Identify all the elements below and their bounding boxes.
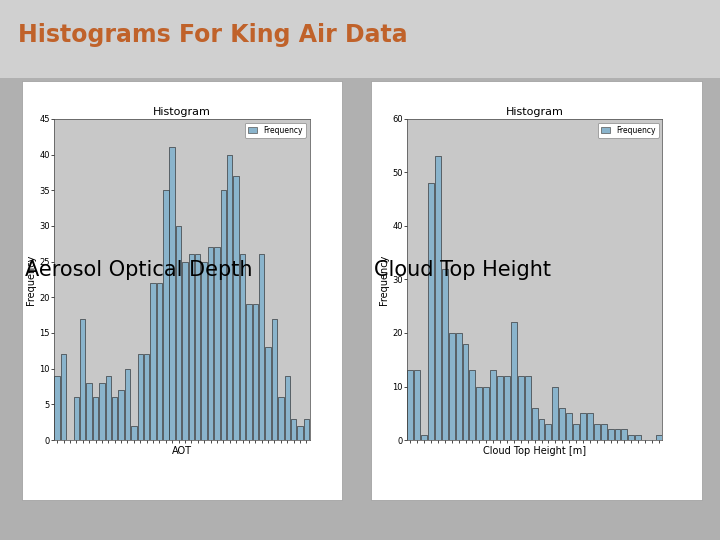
Bar (195, 254, 200, 440)
Bar (259, 254, 264, 440)
Bar (304, 418, 309, 440)
Bar (414, 370, 420, 440)
Bar (525, 376, 531, 440)
Bar (435, 156, 441, 440)
Bar (163, 190, 168, 440)
Title: Histogram: Histogram (505, 106, 564, 117)
Legend: Frequency: Frequency (598, 123, 659, 138)
Title: Histogram: Histogram (153, 106, 211, 117)
Bar (477, 387, 482, 440)
Bar (169, 147, 175, 440)
Bar (150, 283, 156, 440)
Bar (112, 397, 117, 440)
Bar (462, 344, 469, 440)
Bar (157, 283, 162, 440)
Bar (421, 435, 427, 440)
Bar (176, 226, 181, 440)
Bar (240, 254, 246, 440)
Bar (297, 426, 302, 440)
Bar (93, 397, 98, 440)
Y-axis label: Frequency: Frequency (379, 254, 390, 305)
Bar (483, 387, 489, 440)
Bar (144, 354, 149, 440)
Bar (518, 376, 523, 440)
Bar (86, 383, 92, 440)
Bar (621, 429, 627, 440)
Legend: Frequency: Frequency (245, 123, 306, 138)
Bar (497, 376, 503, 440)
Bar (99, 383, 104, 440)
Bar (106, 376, 111, 440)
Bar (608, 429, 613, 440)
Bar (539, 418, 544, 440)
Bar (531, 408, 538, 440)
Bar (580, 413, 586, 440)
Bar (615, 429, 621, 440)
Bar (504, 376, 510, 440)
Bar (449, 333, 454, 440)
Bar (202, 261, 207, 440)
Bar (635, 435, 641, 440)
Bar (469, 370, 475, 440)
Bar (227, 154, 233, 440)
Bar (600, 424, 607, 440)
Bar (552, 387, 558, 440)
Bar (220, 190, 226, 440)
Bar (566, 413, 572, 440)
Bar (291, 418, 297, 440)
Bar (246, 305, 251, 440)
Bar (511, 322, 517, 440)
Bar (284, 376, 290, 440)
Bar (456, 333, 462, 440)
Bar (442, 269, 448, 440)
Text: Cloud Top Height: Cloud Top Height (374, 260, 552, 280)
X-axis label: AOT: AOT (172, 447, 192, 456)
Bar (80, 319, 86, 440)
Bar (208, 247, 213, 440)
Bar (266, 347, 271, 440)
Bar (73, 397, 79, 440)
Bar (408, 370, 413, 440)
Bar (559, 408, 565, 440)
Bar (131, 426, 137, 440)
Bar (61, 354, 66, 440)
Bar (55, 376, 60, 440)
Bar (428, 183, 434, 440)
X-axis label: Cloud Top Height [m]: Cloud Top Height [m] (483, 447, 586, 456)
Bar (490, 370, 496, 440)
Text: Aerosol Optical Depth: Aerosol Optical Depth (25, 260, 253, 280)
Bar (138, 354, 143, 440)
Bar (278, 397, 284, 440)
Y-axis label: Frequency: Frequency (27, 254, 37, 305)
Bar (233, 176, 239, 440)
Bar (125, 369, 130, 440)
Bar (546, 424, 552, 440)
Bar (587, 413, 593, 440)
Bar (573, 424, 579, 440)
Bar (182, 261, 188, 440)
Bar (629, 435, 634, 440)
Bar (271, 319, 277, 440)
Text: Histograms For King Air Data: Histograms For King Air Data (18, 23, 408, 47)
Bar (656, 435, 662, 440)
Bar (594, 424, 600, 440)
Bar (118, 390, 124, 440)
Bar (253, 305, 258, 440)
Bar (215, 247, 220, 440)
Bar (189, 254, 194, 440)
